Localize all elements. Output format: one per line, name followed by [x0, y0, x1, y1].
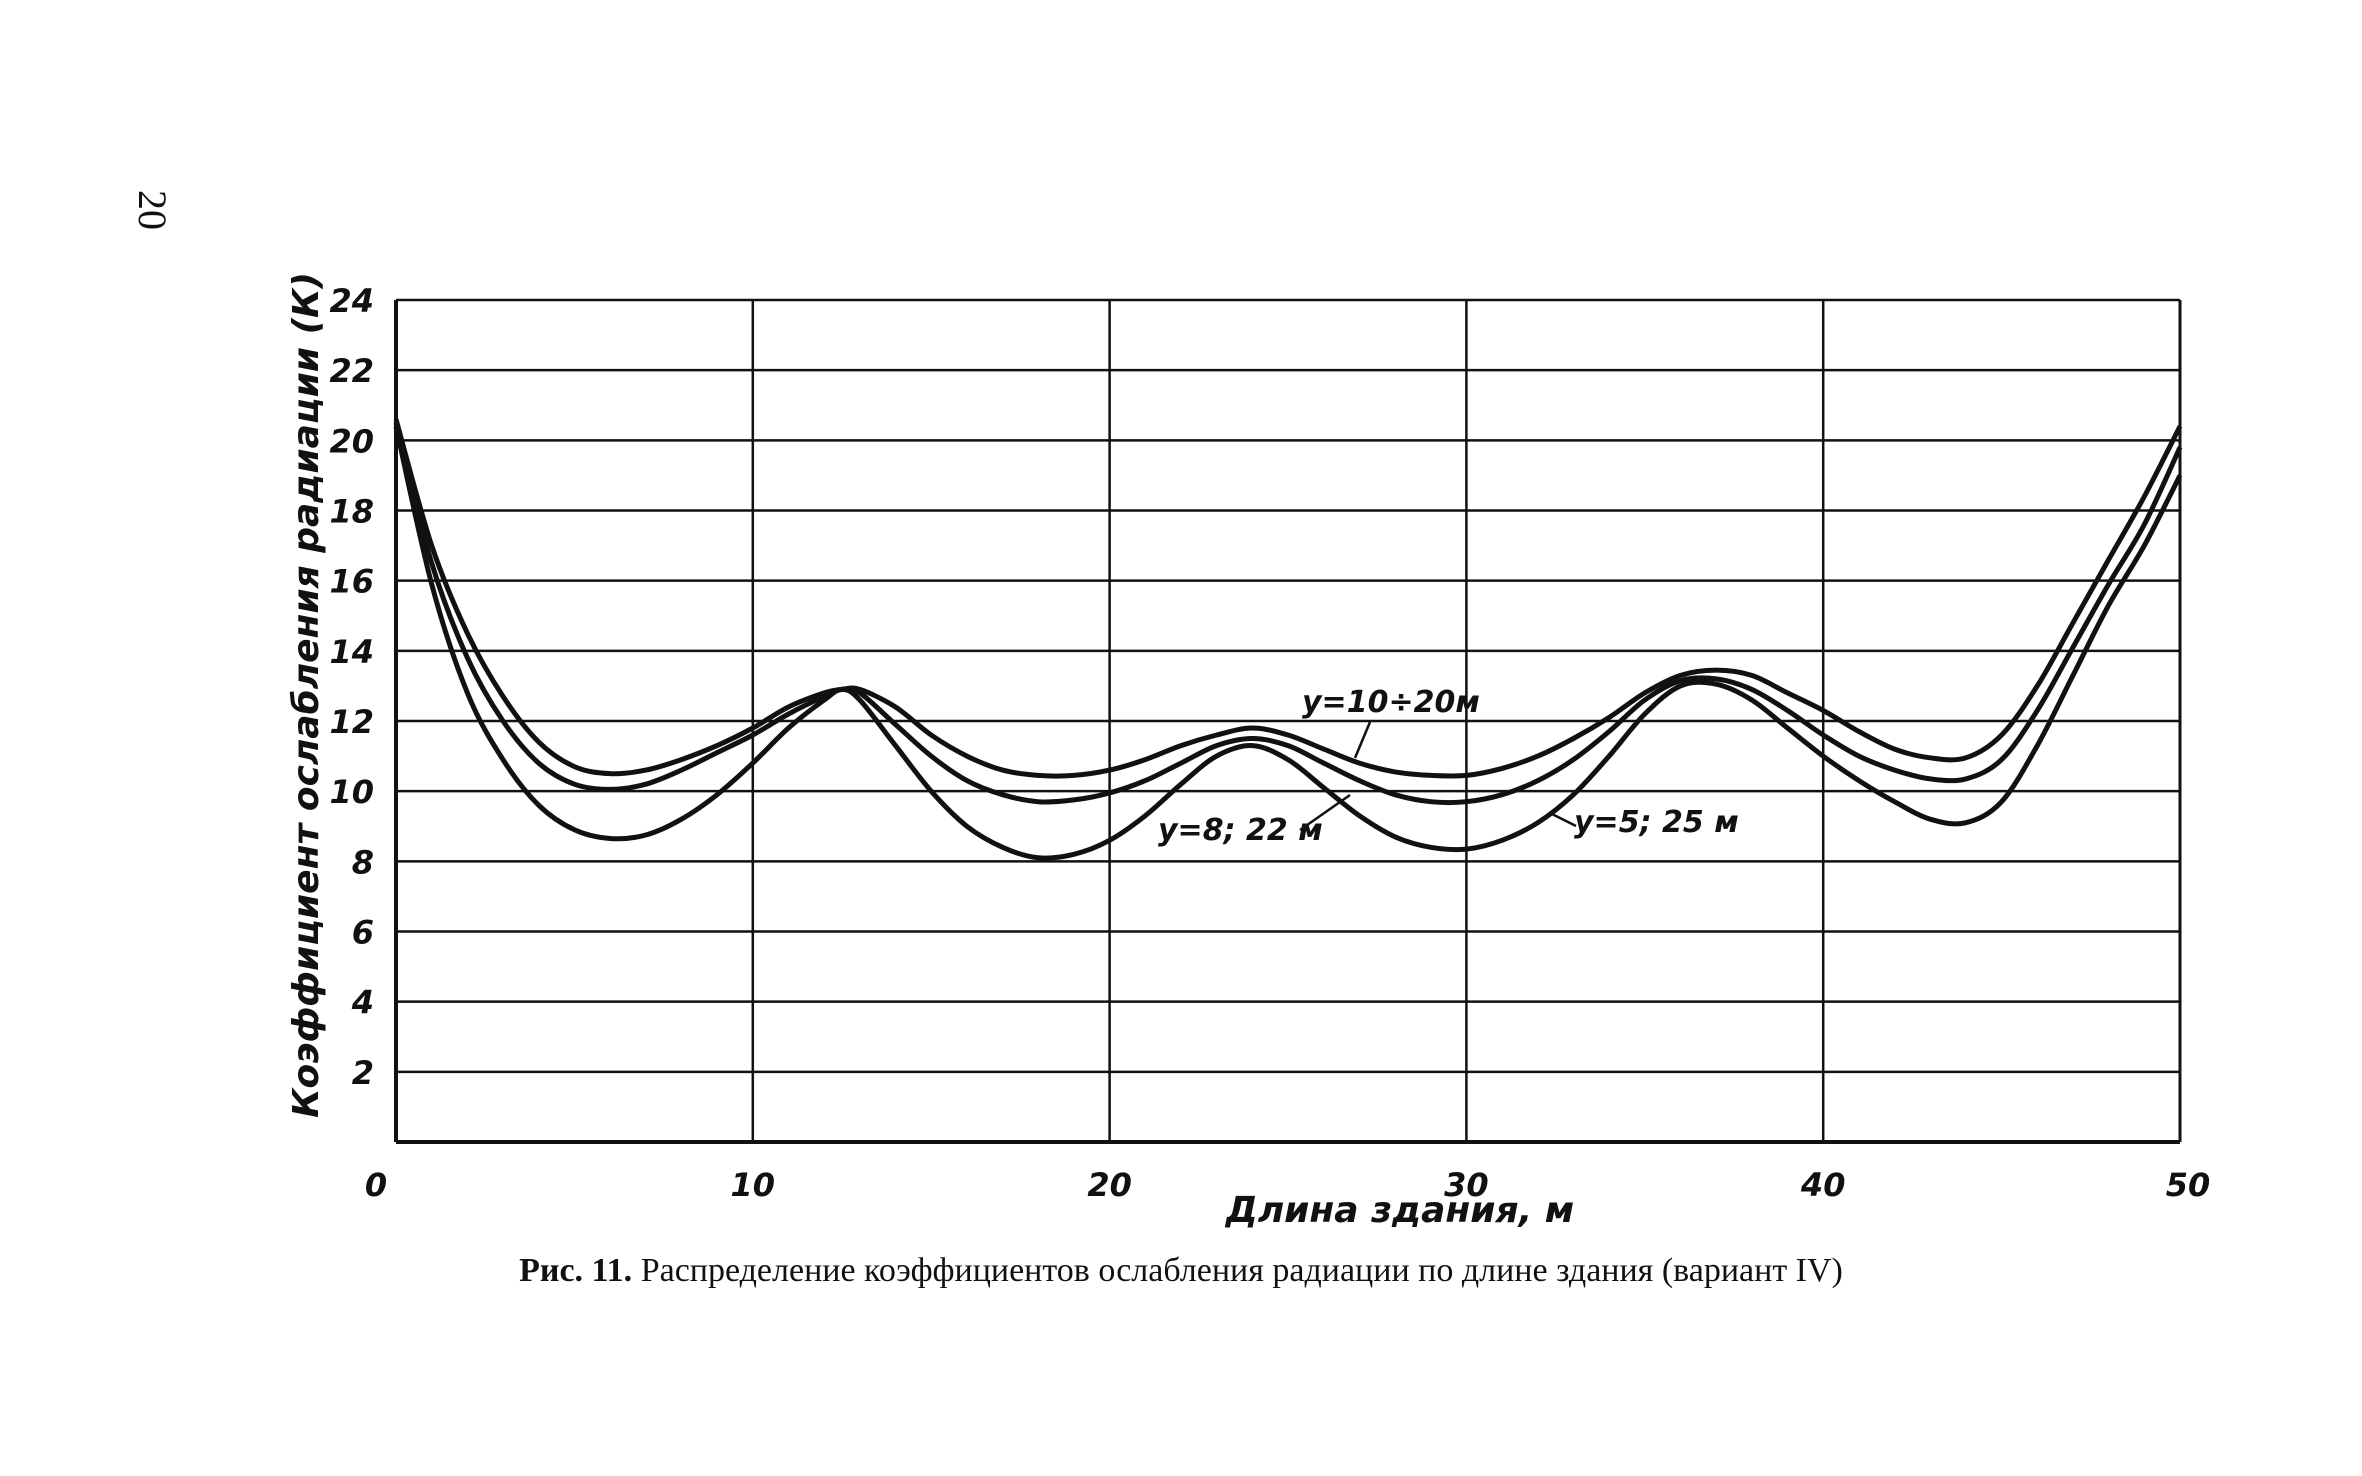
y-tick-label-24: 24 — [329, 282, 374, 320]
x-axis-title: Длина здания, м — [1225, 1190, 1575, 1231]
y-tick-label-2: 2 — [352, 1054, 374, 1092]
x-tick-label-30: 30 — [1444, 1166, 1489, 1204]
x-tick-labels: 0 10 20 30 40 50 — [365, 1166, 2210, 1204]
x-tick-label-50: 50 — [2166, 1166, 2211, 1204]
curve-label-3: y=5; 25 м — [1574, 805, 1739, 840]
y-tick-label-22: 22 — [329, 352, 374, 390]
x-tick-label-40: 40 — [1800, 1166, 1846, 1204]
caption-text: Распределение коэффициентов ослабления р… — [640, 1252, 1843, 1289]
y-tick-label-14: 14 — [329, 633, 374, 671]
x-tick-label-10: 10 — [731, 1166, 776, 1204]
y-tick-label-10: 10 — [329, 773, 374, 811]
series-line-1 — [393, 418, 2183, 779]
curve-label-2: y=8; 22 м — [1158, 813, 1323, 848]
y-tick-label-20: 20 — [329, 422, 374, 460]
y-tick-label-16: 16 — [329, 563, 374, 601]
series-lines — [393, 418, 2183, 861]
axes — [394, 300, 2182, 1144]
series-line-2 — [393, 422, 2183, 806]
curve-label-leader-3 — [1551, 812, 1577, 828]
curve-label-leader-1 — [1353, 721, 1372, 759]
curve-label-1: y=10÷20м — [1302, 685, 1480, 720]
x-tick-label-0: 0 — [365, 1166, 387, 1204]
caption-lead: Рис. 11. — [519, 1252, 633, 1289]
curve-label-leader-2 — [1299, 793, 1351, 832]
grid — [396, 298, 2180, 1142]
y-tick-label-4: 4 — [351, 984, 374, 1022]
y-tick-label-12: 12 — [329, 703, 374, 741]
curve-labels: y=10÷20м y=8; 22 м y=5; 25 м — [1158, 685, 1739, 848]
y-tick-label-6: 6 — [352, 914, 374, 952]
series-line-3 — [393, 425, 2183, 861]
figure-caption: Рис. 11. Распределение коэффициентов осл… — [0, 1252, 2362, 1290]
x-tick-label-20: 20 — [1087, 1166, 1132, 1204]
y-axis-title: Коэффициент ослабления радиации (К) — [286, 272, 327, 1118]
y-tick-label-8: 8 — [352, 843, 374, 881]
y-tick-label-18: 18 — [329, 493, 374, 531]
